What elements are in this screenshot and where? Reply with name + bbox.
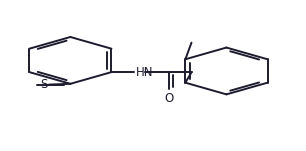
Text: O: O — [164, 92, 173, 106]
Text: S: S — [41, 78, 48, 91]
Text: HN: HN — [136, 66, 153, 79]
